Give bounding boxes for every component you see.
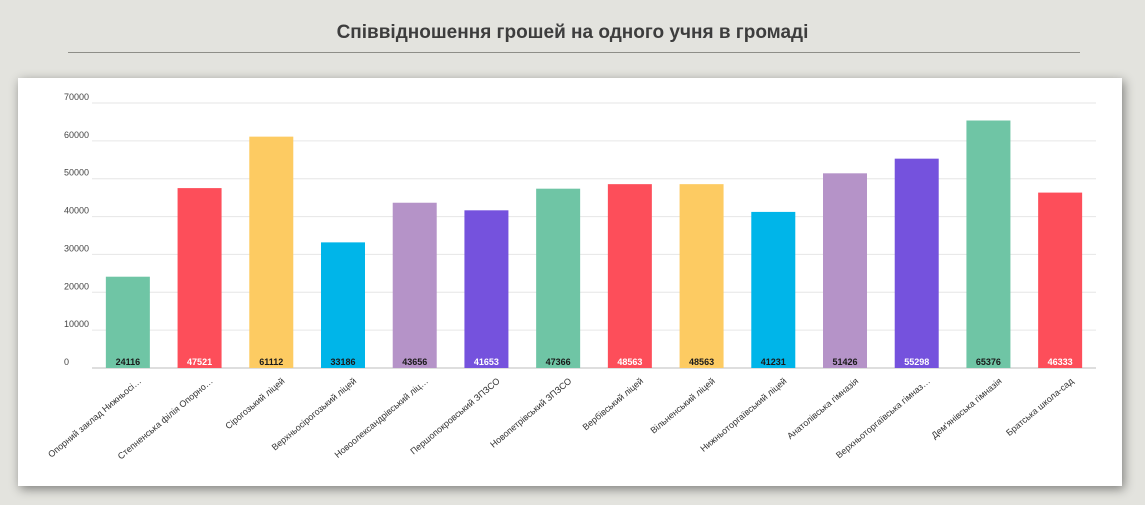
bar [823, 173, 867, 368]
bar [249, 136, 294, 368]
bar-value-label: 48563 [689, 357, 714, 367]
bar-value-label: 51426 [832, 357, 857, 367]
y-tick-label: 20000 [64, 281, 89, 291]
bar [894, 158, 939, 368]
bar [392, 202, 437, 368]
y-tick-label: 60000 [64, 130, 89, 140]
bar [464, 210, 509, 368]
x-category-label: Сірогозький ліцей [223, 376, 286, 431]
title-divider [68, 52, 1080, 53]
bar [607, 184, 652, 368]
y-tick-label: 10000 [64, 319, 89, 329]
value-labels: 24116 47521 61112 33186 43656 41653 47366 48563… [116, 357, 1073, 367]
page-title: Співвідношення грошей на одного учня в г… [336, 22, 809, 43]
x-category-label: Новопетрівський ЗПЗСО [488, 376, 573, 450]
bar [1038, 192, 1083, 368]
y-tick-label: 70000 [64, 92, 89, 102]
x-category-label: Братська школа-сад [1004, 375, 1076, 438]
bar-value-label: 47521 [187, 357, 212, 367]
y-tick-label: 50000 [64, 168, 89, 178]
bar-value-label: 41231 [761, 357, 786, 367]
bar [536, 188, 581, 368]
y-tick-label: 40000 [64, 206, 89, 216]
bar-value-label: 46333 [1048, 357, 1073, 367]
bar-value-label: 48563 [617, 357, 642, 367]
bar [966, 120, 1011, 368]
x-category-label: Анатолівська гімназія [785, 376, 860, 441]
y-tick-label: 0 [64, 357, 69, 367]
x-category-label: Дем'янівська гімназія [929, 376, 1003, 441]
y-axis-ticks: 0 10000 20000 30000 40000 50000 60000 70000 [64, 92, 89, 367]
bar [679, 184, 724, 368]
bar-value-label: 61112 [259, 357, 283, 367]
bar-value-label: 24116 [116, 357, 141, 367]
bar-chart: 0 10000 20000 30000 40000 50000 60000 70000 241… [46, 92, 1096, 461]
bar [177, 188, 222, 368]
bar [751, 211, 796, 368]
bar-value-label: 65376 [976, 357, 1001, 367]
x-category-label: Вербівський ліцей [581, 376, 646, 432]
bars [105, 120, 1083, 368]
x-axis-labels: Опорний заклад Нижньосі…Степненська філі… [46, 375, 1076, 461]
bar-value-label: 41653 [474, 357, 499, 367]
y-tick-label: 30000 [64, 243, 89, 253]
bar-value-label: 43656 [402, 357, 427, 367]
chart-card: 0 10000 20000 30000 40000 50000 60000 70000 241… [18, 78, 1122, 486]
bar [105, 276, 150, 368]
bar-value-label: 47366 [546, 357, 571, 367]
gridlines [92, 102, 1096, 369]
x-category-label: Вільненський ліцей [648, 376, 716, 436]
bar-value-label: 55298 [904, 357, 929, 367]
bar [321, 242, 365, 368]
bar-value-label: 33186 [330, 357, 355, 367]
